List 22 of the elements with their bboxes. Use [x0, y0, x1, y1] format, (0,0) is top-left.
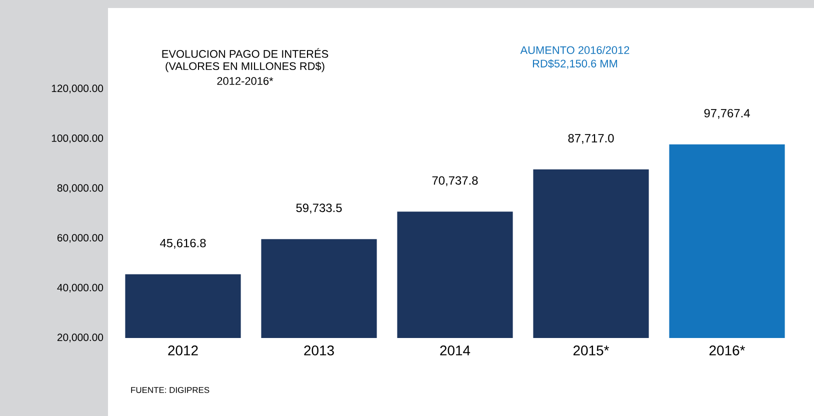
- y-tick-label: 80,000.00: [57, 184, 104, 193]
- data-label: 70,737.8: [432, 176, 478, 186]
- x-tick-label: 2013: [304, 346, 334, 356]
- x-tick-label: 2015*: [573, 346, 610, 356]
- source-note: FUENTE: DIGIPRES: [131, 387, 210, 393]
- data-label: 87,717.0: [568, 134, 614, 144]
- y-tick-label: 60,000.00: [57, 234, 104, 243]
- data-label: 59,733.5: [296, 204, 342, 214]
- y-tick-label: 20,000.00: [57, 334, 104, 342]
- data-label: 45,616.8: [160, 238, 206, 249]
- x-tick-label: 2014: [440, 346, 470, 356]
- text: RD$52,150.6 MM: [532, 59, 618, 69]
- chart-title: EVOLUCION PAGO DE INTERÉS: [162, 48, 328, 58]
- chart-subtitle: (VALORES EN MILLONES RD$): [166, 62, 324, 72]
- x-tick-label: 2016*: [709, 346, 746, 356]
- x-tick-label: 2012: [168, 346, 198, 356]
- y-tick-label: 120,000.00: [52, 84, 104, 94]
- text: AUMENTO 2016/2012: [520, 46, 630, 54]
- text: 2012-2016*: [217, 77, 274, 85]
- y-tick-label: 40,000.00: [57, 284, 104, 293]
- y-tick-label: 100,000.00: [52, 134, 104, 144]
- data-label: 97,767.4: [704, 108, 750, 119]
